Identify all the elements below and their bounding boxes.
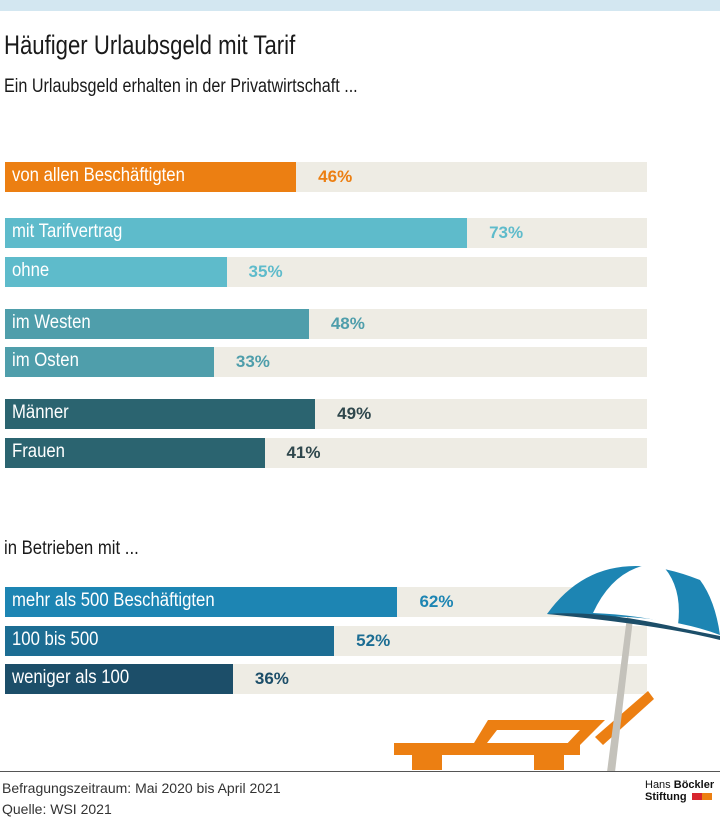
bar-track: im Osten 33% xyxy=(5,347,647,377)
bar-label: weniger als 100 xyxy=(12,667,130,688)
bar-track: 100 bis 500 52% xyxy=(5,626,647,656)
hans-boeckler-logo: Hans Böckler Stiftung xyxy=(645,779,714,803)
bar: von allen Beschäftigten xyxy=(5,162,297,192)
value-label: 52% xyxy=(356,631,391,650)
bar: weniger als 100 xyxy=(5,664,233,694)
bar-label: ohne xyxy=(12,260,50,281)
logo-text-line2: Stiftung xyxy=(645,791,687,803)
bar-label: von allen Beschäftigten xyxy=(12,165,185,186)
value-label: 36% xyxy=(254,669,289,688)
bar: Frauen xyxy=(5,438,265,468)
bar: mit Tarifvertrag xyxy=(5,218,468,248)
bar-label: mit Tarifvertrag xyxy=(12,221,123,242)
source: Quelle: WSI 2021 xyxy=(2,801,112,817)
bar: Männer xyxy=(5,399,316,429)
logo-mark xyxy=(691,793,702,800)
bar-label: Frauen xyxy=(12,441,65,462)
value-label: 33% xyxy=(235,352,270,371)
logo-text: Hans xyxy=(645,779,671,791)
section-title: in Betrieben mit ... xyxy=(4,538,139,559)
bar-track: Männer 49% xyxy=(5,399,647,429)
bar-track: mehr als 500 Beschäftigten 62% xyxy=(5,587,647,617)
bar-label: 100 bis 500 xyxy=(12,629,99,650)
survey-period: Befragungszeitraum: Mai 2020 bis April 2… xyxy=(2,780,281,796)
bar: mehr als 500 Beschäftigten xyxy=(5,587,398,617)
value-label: 48% xyxy=(330,314,365,333)
bar-track: mit Tarifvertrag 73% xyxy=(5,218,647,248)
bar-label: im Osten xyxy=(12,350,79,371)
bar-track: ohne 35% xyxy=(5,257,647,287)
bar-track: von allen Beschäftigten 46% xyxy=(5,162,647,192)
value-label: 35% xyxy=(248,262,283,281)
bar: ohne xyxy=(5,257,227,287)
value-label: 46% xyxy=(318,167,353,186)
value-label: 73% xyxy=(489,223,524,242)
logo-mark-orange xyxy=(701,793,712,800)
logo-text-bold: Böckler xyxy=(673,779,715,791)
top-band xyxy=(0,0,720,11)
value-label: 62% xyxy=(419,592,454,611)
bar: 100 bis 500 xyxy=(5,626,335,656)
bar: im Osten xyxy=(5,347,214,377)
bar-label: Männer xyxy=(12,402,69,423)
value-label: 49% xyxy=(337,404,372,423)
bar-label: mehr als 500 Beschäftigten xyxy=(12,590,215,611)
bar-track: weniger als 100 36% xyxy=(5,664,647,694)
lounger-icon xyxy=(394,691,654,770)
footer-divider xyxy=(0,771,720,772)
value-label: 41% xyxy=(286,443,321,462)
umbrella-icon xyxy=(547,563,720,772)
bar-track: Frauen 41% xyxy=(5,438,647,468)
bar-label: im Westen xyxy=(12,312,91,333)
chart-subtitle: Ein Urlaubsgeld erhalten in der Privatwi… xyxy=(4,76,358,97)
bar: im Westen xyxy=(5,309,309,339)
chart-title: Häufiger Urlaubsgeld mit Tarif xyxy=(4,30,296,60)
bar-track: im Westen 48% xyxy=(5,309,647,339)
